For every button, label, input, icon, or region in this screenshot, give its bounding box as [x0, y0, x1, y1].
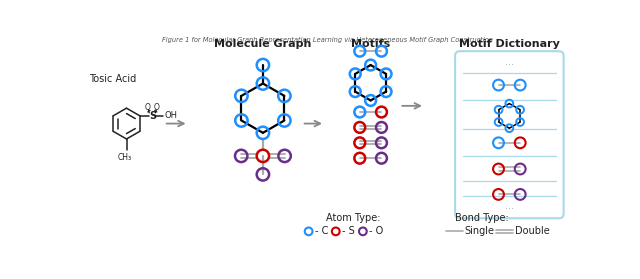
- Text: Double: Double: [515, 226, 550, 236]
- Text: O: O: [154, 103, 160, 112]
- FancyBboxPatch shape: [455, 51, 564, 218]
- Text: ...: ...: [505, 201, 514, 211]
- Text: CH₃: CH₃: [118, 153, 132, 162]
- Text: - O: - O: [369, 226, 383, 236]
- Text: Motifs: Motifs: [351, 39, 390, 49]
- Text: OH: OH: [164, 111, 178, 120]
- Text: ...: ...: [505, 57, 514, 67]
- Text: O: O: [145, 103, 150, 112]
- Text: S: S: [148, 111, 156, 121]
- Text: Molecule Graph: Molecule Graph: [214, 39, 312, 49]
- Text: Figure 1 for Molecular Graph Representation Learning via Heterogeneous Motif Gra: Figure 1 for Molecular Graph Representat…: [163, 37, 493, 43]
- Text: - S: - S: [342, 226, 355, 236]
- Text: Single: Single: [465, 226, 495, 236]
- Text: - C: - C: [315, 226, 328, 236]
- Text: Bond Type:: Bond Type:: [454, 213, 508, 223]
- Text: Motif Dictionary: Motif Dictionary: [459, 39, 560, 49]
- Text: Atom Type:: Atom Type:: [326, 213, 380, 223]
- Text: Tosic Acid: Tosic Acid: [90, 74, 136, 84]
